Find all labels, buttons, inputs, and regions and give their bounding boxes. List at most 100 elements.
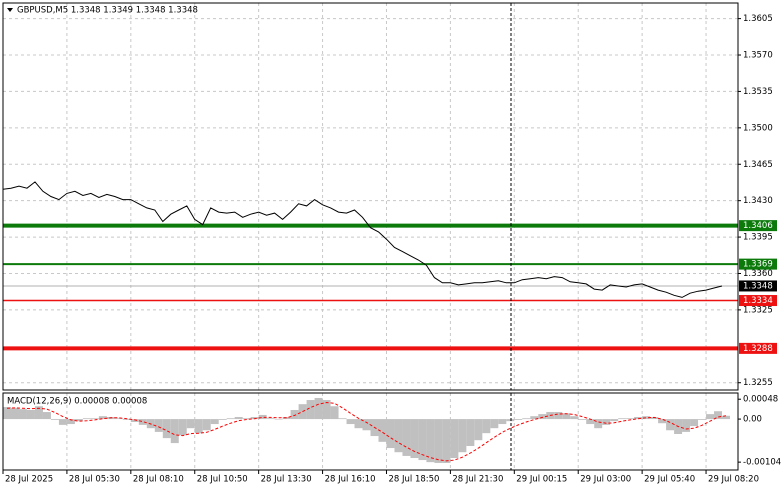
macd-bar xyxy=(626,418,635,420)
macd-bar xyxy=(26,409,35,420)
macd-bar xyxy=(402,419,411,456)
macd-bar xyxy=(594,419,603,429)
macd-bar xyxy=(306,400,315,420)
macd-bar xyxy=(58,419,67,425)
level-label: 1.3406 xyxy=(743,221,773,231)
x-tick-label: 28 Jul 18:50 xyxy=(388,475,439,485)
macd-bar xyxy=(602,419,611,425)
macd-bar xyxy=(202,419,211,431)
x-tick-label: 28 Jul 16:10 xyxy=(325,475,376,485)
chart-title: GBPUSD,M5 1.3348 1.3349 1.3348 1.3348 xyxy=(17,6,198,16)
macd-bar xyxy=(162,419,171,439)
y-tick-label: 1.3570 xyxy=(743,51,773,61)
macd-bar xyxy=(114,418,123,420)
macd-bar xyxy=(138,419,147,425)
level-label-box xyxy=(739,220,777,232)
macd-bar xyxy=(178,419,187,436)
x-tick-label: 28 Jul 05:30 xyxy=(69,475,120,485)
macd-bar xyxy=(250,417,259,420)
macd-bar xyxy=(82,418,91,420)
macd-bar xyxy=(234,417,243,420)
y-tick-label: 1.3325 xyxy=(743,305,773,315)
level-label-box xyxy=(739,258,777,270)
macd-bar xyxy=(274,419,283,420)
macd-bar xyxy=(218,419,227,420)
x-tick-label: 28 Jul 2025 xyxy=(5,475,53,485)
macd-bar xyxy=(490,419,499,429)
signal-line xyxy=(6,401,727,462)
macd-bar xyxy=(258,414,267,420)
last-price-box xyxy=(739,280,777,292)
x-tick-label: 29 Jul 00:15 xyxy=(516,475,567,485)
x-tick-label: 29 Jul 05:40 xyxy=(644,475,695,485)
level-label: 1.3288 xyxy=(743,344,773,354)
y-tick-label: 1.3500 xyxy=(743,123,773,133)
macd-bar xyxy=(362,419,371,431)
macd-bar xyxy=(34,406,43,420)
y-tick-label: 1.3465 xyxy=(743,160,773,170)
macd-bar xyxy=(570,416,579,420)
macd-bar xyxy=(642,416,651,420)
macd-bar xyxy=(66,419,75,425)
plot-layer xyxy=(2,3,738,470)
macd-bar xyxy=(194,419,203,434)
macd-bar xyxy=(506,419,515,422)
x-tick-label: 29 Jul 03:00 xyxy=(580,475,631,485)
x-tick-label: 28 Jul 10:50 xyxy=(197,475,248,485)
y-tick-label: 0.00048 xyxy=(743,395,778,405)
menu-arrow xyxy=(7,8,13,12)
macd-bar xyxy=(442,419,451,463)
macd-bar xyxy=(90,418,99,420)
level-label-box xyxy=(739,342,777,354)
macd-bar xyxy=(418,419,427,461)
level-label: 1.3369 xyxy=(743,260,773,270)
x-tick-label: 28 Jul 08:10 xyxy=(133,475,184,485)
macd-bar xyxy=(706,414,715,420)
y-tick-label: 1.3360 xyxy=(743,269,773,279)
macd-bar xyxy=(482,419,491,434)
macd-bar xyxy=(410,419,419,458)
macd-bar xyxy=(186,419,195,429)
macd-bar xyxy=(690,419,699,427)
macd-bar xyxy=(346,419,355,425)
last-price-label: 1.3348 xyxy=(743,281,773,291)
macd-bar xyxy=(330,406,339,420)
y-tick-label: 0.00 xyxy=(743,415,762,425)
macd-bar xyxy=(458,419,467,453)
macd-bar xyxy=(386,419,395,449)
macd-bar xyxy=(266,418,275,420)
level-label: 1.3334 xyxy=(743,296,773,306)
macd-bar xyxy=(122,419,131,420)
x-tick-label: 28 Jul 21:30 xyxy=(452,475,503,485)
macd-bar xyxy=(130,419,139,422)
macd-bar xyxy=(722,415,731,420)
macd-bar xyxy=(538,414,547,420)
macd-bar xyxy=(210,419,219,425)
macd-bar xyxy=(522,418,531,420)
macd-bar xyxy=(498,419,507,425)
macd-bar xyxy=(578,419,587,420)
macd-bar xyxy=(426,419,435,463)
macd-bar xyxy=(42,412,51,420)
macd-bar xyxy=(242,418,251,420)
macd-bar xyxy=(682,419,691,432)
y-tick-label: -0.00104 xyxy=(743,458,781,468)
macd-bar xyxy=(634,417,643,420)
macd-bar xyxy=(18,409,27,420)
macd-bar xyxy=(562,413,571,420)
y-tick-label: 1.3255 xyxy=(743,378,773,388)
macd-bar xyxy=(74,419,83,422)
y-tick-label: 1.3430 xyxy=(743,196,773,206)
macd-bar xyxy=(474,419,483,441)
macd-bar xyxy=(338,418,347,420)
macd-bar xyxy=(98,416,107,420)
macd-bar xyxy=(314,397,323,420)
macd-bar xyxy=(618,418,627,420)
macd-bar xyxy=(554,412,563,420)
macd-bar xyxy=(3,407,11,420)
macd-bar xyxy=(698,419,707,420)
macd-bar xyxy=(322,400,331,420)
macd-bar xyxy=(586,419,595,425)
macd-bar xyxy=(610,419,619,422)
